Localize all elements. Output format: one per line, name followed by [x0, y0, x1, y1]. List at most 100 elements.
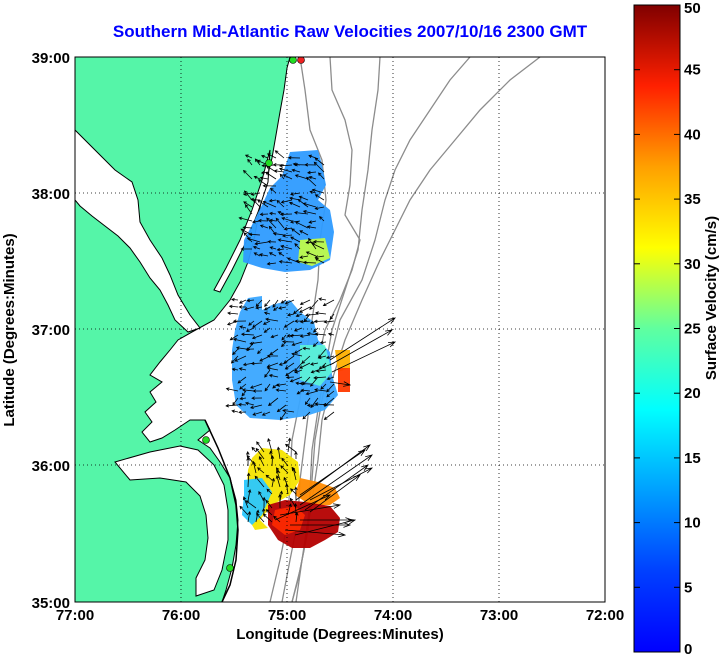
colorbar-gradient: [633, 4, 681, 653]
velocity-arrow-long: [290, 522, 352, 528]
velocity-arrow: [265, 509, 273, 516]
velocity-arrow-long: [294, 518, 357, 536]
velocity-arrow: [266, 261, 277, 266]
velocity-arrow: [238, 410, 247, 415]
velocity-arrow: [279, 411, 287, 421]
velocity-arrow: [318, 362, 327, 370]
velocity-arrow: [278, 362, 287, 366]
velocity-arrow: [272, 163, 285, 167]
velocity-arrow: [268, 198, 277, 203]
velocity-arrow: [248, 320, 255, 326]
x-axis-label: Longitude (Degrees:Minutes): [236, 626, 444, 643]
colorbar-tick-label: 10: [684, 515, 701, 532]
velocity-arrow: [271, 477, 275, 488]
velocity-arrow: [290, 236, 301, 243]
velocity-arrow: [300, 388, 311, 393]
velocity-arrow: [228, 304, 239, 309]
velocity-arrow: [284, 362, 295, 370]
velocity-arrow: [246, 472, 251, 488]
velocity-arrow: [253, 175, 261, 180]
velocity-arrow: [317, 355, 327, 360]
velocity-arrow: [278, 260, 293, 264]
velocity-arrow: [320, 383, 327, 390]
x-tick-label: 74:00: [374, 607, 412, 624]
velocity-arrow: [265, 172, 277, 180]
velocity-arrow: [313, 161, 325, 173]
colorbar-tick-label: 50: [684, 0, 701, 17]
velocity-arrow: [281, 339, 295, 344]
x-tick-label: 76:00: [162, 607, 200, 624]
velocity-arrow: [329, 313, 335, 320]
x-tick-label: 73:00: [480, 607, 518, 624]
velocity-arrow: [283, 355, 295, 364]
velocity-arrow: [259, 176, 269, 180]
velocity-arrow-long: [329, 317, 396, 361]
velocity-arrow: [299, 255, 309, 259]
velocity-arrow: [306, 176, 317, 187]
y-tick-label: 39:00: [32, 50, 70, 67]
x-tick-label: 75:00: [268, 607, 306, 624]
velocity-arrow: [243, 232, 253, 243]
velocity-arrow: [260, 170, 269, 175]
velocity-arrow: [283, 227, 293, 231]
station-marker: [226, 564, 234, 572]
colorbar-tick-label: 5: [684, 579, 692, 596]
velocity-arrow: [290, 488, 297, 495]
velocity-arrow: [252, 245, 261, 250]
velocity-patch-middle-cyan: [300, 345, 332, 386]
velocity-arrow: [312, 341, 319, 347]
y-tick-label: 38:00: [32, 186, 70, 203]
velocity-arrow: [291, 228, 301, 236]
y-tick-label: 35:00: [32, 595, 70, 612]
velocity-arrow: [266, 153, 277, 159]
colorbar-tick-label: 0: [684, 641, 692, 658]
velocity-arrow: [227, 311, 239, 316]
velocity-arrow: [261, 411, 271, 416]
velocity-arrow: [318, 297, 327, 301]
velocity-arrow: [282, 233, 293, 238]
velocity-arrow: [254, 241, 269, 246]
velocity-arrow: [326, 383, 335, 393]
velocity-arrow: [287, 313, 295, 317]
velocity-arrow: [282, 174, 293, 180]
velocity-arrow: [266, 366, 279, 371]
velocity-arrow: [291, 168, 301, 173]
velocity-arrow: [302, 202, 317, 208]
velocity-arrow: [302, 210, 317, 215]
velocity-arrow-long: [309, 467, 374, 501]
x-tick-label: 77:00: [56, 607, 94, 624]
colorbar-tick-label: 40: [684, 126, 701, 143]
velocity-arrow: [247, 510, 252, 523]
velocity-arrow: [252, 460, 257, 474]
velocity-arrow: [326, 390, 335, 398]
velocity-arrow: [264, 299, 271, 308]
velocity-arrow: [267, 438, 273, 453]
velocity-arrow: [314, 388, 327, 392]
velocity-arrow: [265, 499, 273, 509]
velocity-arrow: [239, 505, 249, 516]
velocity-arrow: [296, 390, 303, 395]
station-marker: [289, 57, 297, 64]
velocity-arrow: [307, 170, 317, 175]
velocity-arrow: [250, 404, 263, 409]
velocity-arrow: [269, 211, 277, 216]
y-tick-label: 36:00: [32, 458, 70, 475]
velocity-arrow: [229, 334, 239, 341]
velocity-arrow: [290, 192, 301, 196]
velocity-arrow: [270, 334, 279, 339]
velocity-arrow: [294, 319, 303, 323]
velocity-arrow: [302, 260, 317, 265]
velocity-arrow: [299, 299, 311, 306]
velocity-arrow: [262, 200, 277, 208]
velocity-arrow: [225, 403, 239, 408]
velocity-arrow: [269, 218, 277, 223]
velocity-arrow: [319, 340, 327, 345]
y-tick-label: 37:00: [32, 322, 70, 339]
velocity-arrow: [266, 217, 277, 229]
velocity-arrow: [237, 402, 247, 407]
velocity-arrow: [287, 437, 292, 453]
velocity-arrow: [238, 299, 247, 304]
